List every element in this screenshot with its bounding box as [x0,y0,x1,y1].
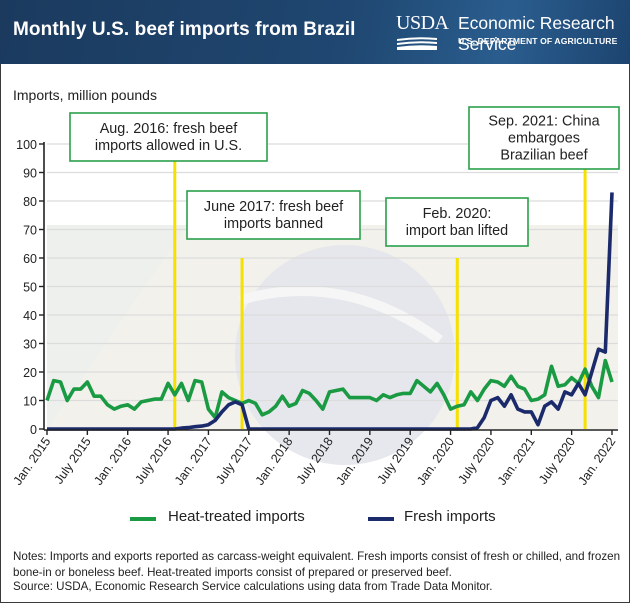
flag-globe-shape [235,245,455,465]
x-tick-label: July 2017 [213,435,255,487]
annotation-text: import ban lifted [406,223,508,239]
annotation-text: Aug. 2016: fresh beef [100,121,239,137]
usda-logo-mark: USDA [396,12,449,34]
chart-notes: Notes: Imports and exports reported as c… [13,550,621,579]
annotation-text: Sep. 2021: China [488,114,599,130]
fresh-line [47,192,614,431]
brazil-flag-watermark [47,225,618,465]
x-tick-label: July 2020 [536,435,578,487]
annotation-box [385,197,529,247]
heat-treated-line [45,358,614,420]
chart-title: Monthly U.S. beef imports from Brazil [13,19,356,40]
y-tick-label: 20 [23,366,37,380]
annotation-text: imports banned [224,216,323,232]
annotation-text: embargoes [508,131,580,147]
legend-label-heat-treated: Heat-treated imports [168,508,305,525]
legend-swatch-heat-treated [130,517,156,521]
usda-swoosh-icon [397,37,437,50]
flag-band-shape [238,286,443,345]
annotation-box [468,106,620,170]
x-tick-label: Jan. 2015 [10,435,53,488]
x-tick-label: July 2015 [52,435,94,487]
usda-ers-logo: USDA Economic Research Service U.S. DEPA… [396,12,626,54]
y-tick-label: 40 [23,309,37,323]
annotation-text: imports allowed in U.S. [95,138,242,154]
legend-label-fresh: Fresh imports [404,508,496,525]
x-tick-label: Jan. 2018 [253,435,296,488]
annotation-text: Feb. 2020: [423,206,492,222]
y-tick-label: 0 [30,423,37,437]
x-tick-label: July 2016 [132,435,174,487]
annotation-box [186,190,361,240]
x-tick-label: Jan. 2021 [495,435,538,488]
annotation-text: Brazilian beef [500,148,588,164]
annotation-feb-2020: Feb. 2020:import ban lifted [385,197,529,247]
x-tick-label: Jan. 2016 [91,435,134,488]
header-banner: Monthly U.S. beef imports from Brazil US… [0,0,630,64]
legend-swatch-fresh [368,517,394,521]
department-name: U.S. DEPARTMENT OF AGRICULTURE [458,36,618,46]
y-tick-label: 90 [23,167,37,181]
y-tick-label: 100 [16,138,37,152]
y-axis-label: Imports, million pounds [13,87,157,103]
chart-source: Source: USDA, Economic Research Service … [13,580,493,593]
x-tick-label: Jan. 2020 [414,435,457,488]
ers-name: Economic Research Service [458,13,615,54]
x-tick-label: Jan. 2017 [172,435,215,488]
y-tick-label: 60 [23,252,37,266]
y-tick-label: 10 [23,395,37,409]
x-tick-label: Jan. 2022 [575,435,618,488]
event-lines [173,158,587,429]
annotation-box [69,112,268,162]
y-tick-label: 80 [23,195,37,209]
annotation-text: June 2017: fresh beef [204,199,344,215]
y-tick-label: 70 [23,224,37,238]
y-tick-label: 30 [23,338,37,352]
series-lines [45,192,614,431]
x-tick-label: July 2020 [455,435,497,487]
y-tick-label: 50 [23,281,37,295]
